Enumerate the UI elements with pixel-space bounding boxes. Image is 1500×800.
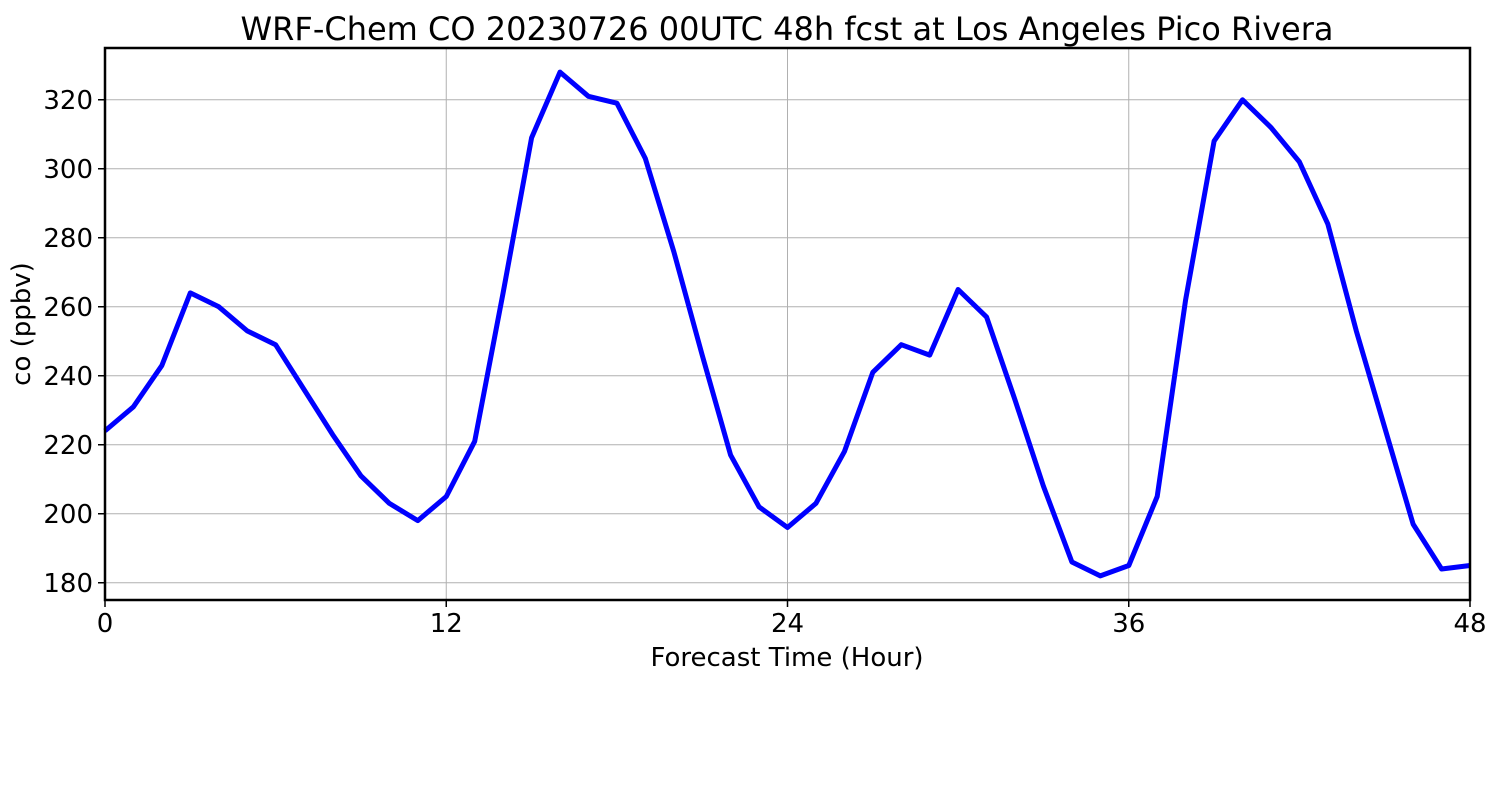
axis-ticks: 0 12 24 36 48 180 200 220 240 260 280 300 320 — [43, 86, 1486, 639]
x-axis-label: Forecast Time (Hour) — [650, 643, 923, 673]
x-tick-label: 36 — [1112, 609, 1145, 639]
x-tick-label: 24 — [771, 609, 804, 639]
y-tick-label: 220 — [43, 431, 93, 461]
y-tick-label: 240 — [43, 362, 93, 392]
y-tick-label: 300 — [43, 155, 93, 185]
x-tick-label: 0 — [97, 609, 114, 639]
x-tick-label: 48 — [1453, 609, 1486, 639]
x-tick-label: 12 — [430, 609, 463, 639]
y-tick-label: 280 — [43, 224, 93, 254]
y-tick-label: 180 — [43, 569, 93, 599]
series-layer — [103, 69, 1471, 579]
co-series-line — [103, 69, 1471, 579]
y-tick-label: 320 — [43, 86, 93, 116]
y-axis-label: co (ppbv) — [7, 262, 37, 386]
chart-title: WRF-Chem CO 20230726 00UTC 48h fcst at L… — [241, 10, 1334, 48]
plot-frame — [103, 46, 1472, 602]
y-tick-label: 200 — [43, 500, 93, 530]
y-tick-label: 260 — [43, 293, 93, 323]
grid-lines — [104, 48, 1471, 600]
